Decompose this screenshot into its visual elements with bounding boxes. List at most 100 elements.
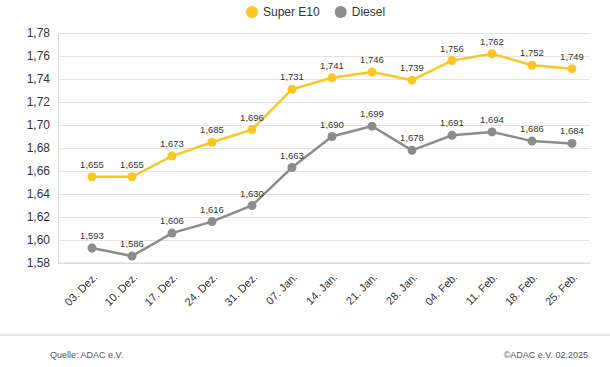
data-label: 1,684	[560, 125, 584, 136]
y-tick: 1,62	[27, 210, 590, 224]
x-tick-label: 18. Feb.	[503, 271, 540, 308]
data-label: 1,699	[360, 108, 384, 119]
x-tick-label: 17. Dez.	[142, 271, 179, 308]
y-tick-label: 1,60	[27, 233, 51, 247]
legend-item: Diesel	[335, 5, 385, 19]
x-tick: 18. Feb.	[503, 271, 540, 308]
data-label: 1,694	[480, 114, 504, 125]
legend-label: Diesel	[352, 5, 385, 19]
data-point	[568, 64, 577, 73]
data-point	[168, 229, 177, 238]
data-point	[568, 139, 577, 148]
data-point	[528, 61, 537, 70]
footer-rule	[0, 335, 610, 336]
annotation: Quelle: ADAC e.V.	[50, 350, 123, 360]
data-label: 1,686	[520, 123, 544, 134]
data-label: 1,678	[400, 132, 424, 143]
series-line	[92, 126, 572, 256]
x-tick-label: 07. Jan.	[263, 271, 299, 307]
data-point	[408, 146, 417, 155]
data-point	[328, 73, 337, 82]
y-tick-label: 1,62	[27, 210, 51, 224]
x-tick: 14. Jan.	[303, 271, 339, 307]
x-tick: 21. Jan.	[343, 271, 379, 307]
legend-marker	[246, 6, 258, 18]
grid-line	[58, 217, 590, 218]
series-line	[92, 54, 572, 177]
x-tick: 10. Dez.	[102, 271, 139, 308]
data-point	[368, 68, 377, 77]
y-tick-label: 1,64	[27, 187, 51, 201]
legend-item: Super E10	[246, 5, 320, 19]
y-tick-label: 1,78	[27, 26, 51, 40]
y-tick-label: 1,72	[27, 95, 51, 109]
data-point	[408, 76, 417, 85]
y-axis: 1,58 1,60 1,62 1,64 1,66 1,68 1,70 1,72 1,74 1,76…	[27, 26, 590, 270]
x-axis-line	[58, 263, 590, 264]
y-tick: 1,60	[27, 233, 590, 247]
x-tick: 03. Dez.	[62, 271, 99, 308]
data-point	[368, 122, 377, 131]
y-tick-label: 1,68	[27, 141, 51, 155]
y-tick: 1,68	[27, 141, 590, 155]
data-point	[528, 137, 537, 146]
data-label: 1,655	[120, 159, 144, 170]
chart-svg: 1,58 1,60 1,62 1,64 1,66 1,68 1,70 1,72 1,74 1,76…	[0, 0, 610, 367]
y-tick-label: 1,70	[27, 118, 51, 132]
x-tick: 07. Jan.	[263, 271, 299, 307]
grid-line	[58, 102, 590, 103]
x-tick-label: 04. Feb.	[423, 271, 460, 308]
x-tick: 24. Dez.	[182, 271, 219, 308]
x-tick-label: 31. Dez.	[222, 271, 259, 308]
data-point	[128, 252, 137, 261]
data-label: 1,630	[240, 188, 264, 199]
grid-line	[58, 263, 590, 264]
y-tick: 1,58	[27, 256, 590, 270]
x-tick: 04. Feb.	[423, 271, 460, 308]
legend-marker	[335, 6, 347, 18]
data-point	[488, 49, 497, 58]
data-label: 1,663	[280, 150, 304, 161]
data-label: 1,690	[320, 119, 344, 130]
data-label: 1,746	[360, 54, 384, 65]
data-label: 1,752	[520, 47, 544, 58]
grid-line	[58, 171, 590, 172]
legend-label: Super E10	[263, 5, 320, 19]
data-point	[88, 172, 97, 181]
x-tick: 17. Dez.	[142, 271, 179, 308]
y-tick: 1,64	[27, 187, 590, 201]
x-tick-label: 11. Feb.	[463, 271, 499, 307]
data-point	[248, 201, 257, 210]
data-point	[328, 132, 337, 141]
data-point	[448, 56, 457, 65]
x-tick: 31. Dez.	[222, 271, 259, 308]
x-tick: 28. Jan.	[383, 271, 419, 307]
data-point	[168, 152, 177, 161]
data-label: 1,655	[80, 159, 104, 170]
y-tick: 1,72	[27, 95, 590, 109]
data-label: 1,731	[280, 71, 304, 82]
data-label: 1,762	[480, 36, 504, 47]
data-point	[88, 244, 97, 253]
y-tick-label: 1,66	[27, 164, 51, 178]
x-tick: 11. Feb.	[463, 271, 499, 307]
data-label: 1,685	[200, 124, 224, 135]
data-label: 1,756	[440, 43, 464, 54]
y-tick-label: 1,74	[27, 72, 51, 86]
data-point	[208, 138, 217, 147]
y-tick: 1,78	[27, 26, 590, 40]
grid-line	[58, 33, 590, 34]
data-point	[288, 163, 297, 172]
x-tick-label: 28. Jan.	[383, 271, 419, 307]
y-tick: 1,70	[27, 118, 590, 132]
x-tick-label: 24. Dez.	[182, 271, 219, 308]
data-label: 1,593	[80, 230, 104, 241]
y-axis-line	[59, 34, 591, 264]
y-tick-label: 1,58	[27, 256, 51, 270]
x-tick-label: 14. Jan.	[303, 271, 339, 307]
x-tick: 25. Feb.	[543, 271, 580, 308]
data-label: 1,741	[320, 60, 344, 71]
data-label: 1,586	[120, 238, 144, 249]
grid-line	[58, 56, 590, 57]
annotation: ©ADAC e.V. 02.2025	[504, 350, 588, 360]
